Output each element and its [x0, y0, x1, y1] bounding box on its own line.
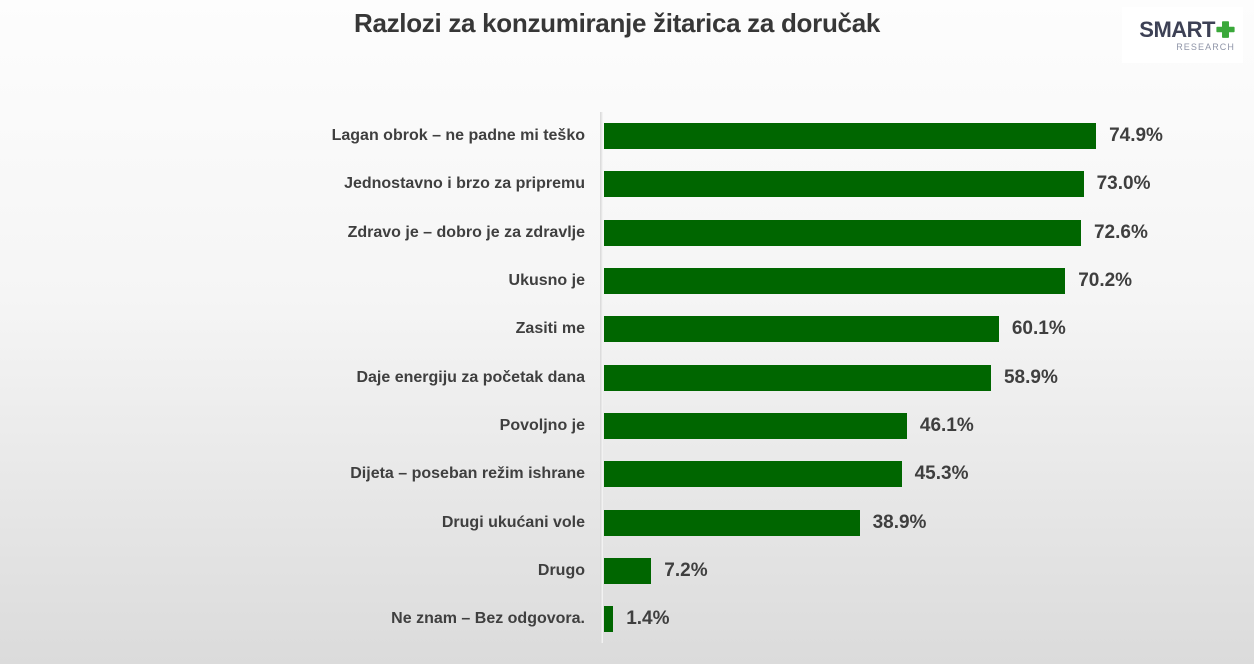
bar-wrap: 7.2% — [604, 557, 708, 584]
chart-row: Drugo 7.2% — [0, 547, 1254, 595]
bar-wrap: 72.6% — [604, 219, 1148, 246]
category-label: Zasiti me — [515, 320, 585, 338]
category-label: Ukusno je — [508, 272, 585, 290]
plus-icon — [1216, 21, 1235, 38]
value-label: 73.0% — [1096, 173, 1151, 195]
chart-row: Povoljno je 46.1% — [0, 402, 1254, 450]
value-label: 46.1% — [919, 414, 974, 436]
category-label: Dijeta – poseban režim ishrane — [350, 465, 585, 483]
category-label: Drugo — [537, 561, 585, 579]
category-label: Daje energiju za početak dana — [356, 368, 585, 386]
category-label: Drugi ukućani vole — [441, 513, 585, 531]
category-label: Povoljno je — [499, 416, 585, 434]
bar-wrap: 74.9% — [604, 123, 1163, 150]
bar — [604, 268, 1066, 295]
chart-row: Ukusno je 70.2% — [0, 257, 1254, 305]
logo-brand-row: SMART — [1139, 16, 1235, 42]
chart-row: Zasiti me 60.1% — [0, 305, 1254, 353]
value-label: 38.9% — [872, 511, 927, 533]
bar — [604, 509, 860, 536]
bar — [604, 461, 902, 488]
bar-wrap: 46.1% — [604, 412, 974, 439]
bar — [604, 219, 1081, 246]
value-label: 60.1% — [1011, 318, 1066, 340]
chart-row: Drugi ukućani vole 38.9% — [0, 498, 1254, 546]
bar-wrap: 1.4% — [604, 606, 670, 633]
bar — [604, 123, 1097, 150]
chart-title: Razlozi za konzumiranje žitarica za doru… — [353, 8, 881, 38]
bar — [604, 316, 999, 343]
chart-row: Lagan obrok – ne padne mi teško 74.9% — [0, 112, 1254, 160]
value-label: 45.3% — [914, 463, 969, 485]
value-label: 74.9% — [1109, 125, 1163, 147]
bar — [604, 171, 1084, 198]
category-label: Jednostavno i brzo za pripremu — [344, 175, 585, 193]
value-label: 7.2% — [664, 559, 708, 581]
chart-row: Dijeta – poseban režim ishrane 45.3% — [0, 450, 1254, 498]
logo-brand-text: SMART — [1139, 16, 1215, 42]
logo-subtitle-text: RESEARCH — [1176, 41, 1235, 52]
bar-wrap: 38.9% — [604, 509, 927, 536]
bar — [604, 557, 652, 584]
value-label: 58.9% — [1003, 366, 1058, 388]
bar-wrap: 73.0% — [604, 171, 1151, 198]
bar-chart: Lagan obrok – ne padne mi teško 74.9% Je… — [0, 112, 1254, 643]
category-label: Lagan obrok – ne padne mi teško — [331, 127, 585, 145]
chart-row: Ne znam – Bez odgovora. 1.4% — [0, 595, 1254, 643]
chart-row: Jednostavno i brzo za pripremu 73.0% — [0, 160, 1254, 208]
bar — [604, 412, 907, 439]
value-label: 1.4% — [626, 608, 670, 630]
bar — [604, 364, 991, 391]
category-label: Zdravo je – dobro je za zdravlje — [347, 223, 585, 241]
value-label: 72.6% — [1093, 221, 1148, 243]
value-label: 70.2% — [1078, 270, 1133, 292]
bar — [604, 606, 614, 633]
chart-row: Daje energiju za početak dana 58.9% — [0, 353, 1254, 401]
bar-wrap: 60.1% — [604, 316, 1066, 343]
chart-row: Zdravo je – dobro je za zdravlje 72.6% — [0, 209, 1254, 257]
bar-wrap: 70.2% — [604, 268, 1133, 295]
smart-research-logo: SMART RESEARCH — [1122, 7, 1243, 63]
bar-wrap: 58.9% — [604, 364, 1058, 391]
bar-wrap: 45.3% — [604, 461, 969, 488]
category-label: Ne znam – Bez odgovora. — [391, 610, 585, 628]
chart-baseline-axis — [600, 112, 603, 643]
